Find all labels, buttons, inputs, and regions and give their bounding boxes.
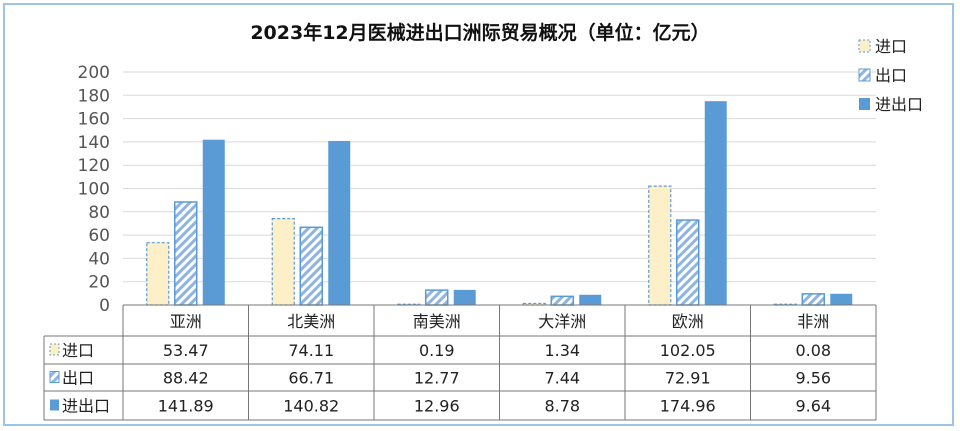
data-label: 74.11 [288, 341, 334, 360]
legend-swatch-进出口 [859, 98, 870, 110]
chart-frame [3, 3, 954, 426]
legend-swatch-出口 [858, 68, 871, 82]
y-tick-label: 0 [99, 296, 110, 316]
y-tick-label: 140 [78, 133, 110, 153]
data-label: 7.44 [544, 369, 580, 388]
bar-进出口 [704, 101, 727, 305]
bar-进口 [146, 242, 170, 306]
table-row-label: 出口 [62, 369, 94, 388]
bar-进出口 [328, 140, 351, 305]
bar-进出口 [830, 293, 853, 305]
data-label: 102.05 [660, 341, 716, 360]
bar-出口 [174, 201, 198, 306]
bar-出口 [425, 289, 449, 306]
legend-label: 进出口 [875, 95, 923, 114]
y-tick-label: 80 [88, 203, 110, 223]
data-label: 0.08 [795, 341, 831, 360]
bar-出口 [676, 219, 700, 306]
bar-进口 [522, 302, 546, 306]
table-row-label: 进口 [62, 341, 94, 360]
data-label: 1.34 [544, 341, 580, 360]
category-label: 北美洲 [287, 312, 335, 331]
bar-进出口 [202, 139, 225, 305]
category-label: 南美洲 [413, 312, 461, 331]
data-label: 53.47 [163, 341, 209, 360]
category-label: 亚洲 [170, 312, 202, 331]
y-tick-label: 200 [78, 63, 110, 83]
category-label: 欧洲 [672, 312, 704, 331]
data-label: 72.91 [665, 369, 711, 388]
data-label: 9.64 [795, 397, 831, 416]
bar-进口 [648, 185, 672, 306]
table-row-label: 进出口 [62, 397, 110, 416]
y-tick-label: 100 [78, 180, 110, 200]
data-label: 0.19 [419, 341, 455, 360]
data-label: 141.89 [158, 397, 214, 416]
y-tick-label: 60 [88, 226, 110, 246]
legend-label: 进口 [875, 37, 907, 56]
legend-swatch-进口 [858, 39, 871, 53]
legend-label: 出口 [875, 66, 907, 85]
table-legend-swatch [50, 399, 59, 411]
chart-title: 2023年12月医械进出口洲际贸易概况（单位：亿元） [250, 22, 710, 44]
data-label: 9.56 [795, 369, 831, 388]
data-label: 140.82 [283, 397, 339, 416]
y-tick-label: 160 [78, 110, 110, 130]
y-tick-label: 180 [78, 86, 110, 106]
bar-进出口 [579, 294, 602, 305]
y-tick-label: 40 [88, 249, 110, 269]
bar-出口 [801, 293, 825, 306]
data-label: 88.42 [163, 369, 209, 388]
data-label: 8.78 [544, 397, 580, 416]
bar-进口 [271, 218, 295, 306]
data-label: 12.96 [414, 397, 460, 416]
data-label: 12.77 [414, 369, 460, 388]
bar-进出口 [453, 289, 476, 305]
bar-出口 [550, 295, 574, 306]
data-label: 66.71 [288, 369, 334, 388]
category-label: 非洲 [797, 312, 829, 331]
y-tick-label: 120 [78, 156, 110, 176]
data-label: 174.96 [660, 397, 716, 416]
category-label: 大洋洲 [538, 312, 586, 331]
table-legend-swatch [49, 371, 60, 383]
bar-出口 [299, 226, 323, 306]
table-legend-swatch [49, 343, 60, 356]
y-tick-label: 20 [88, 273, 110, 293]
